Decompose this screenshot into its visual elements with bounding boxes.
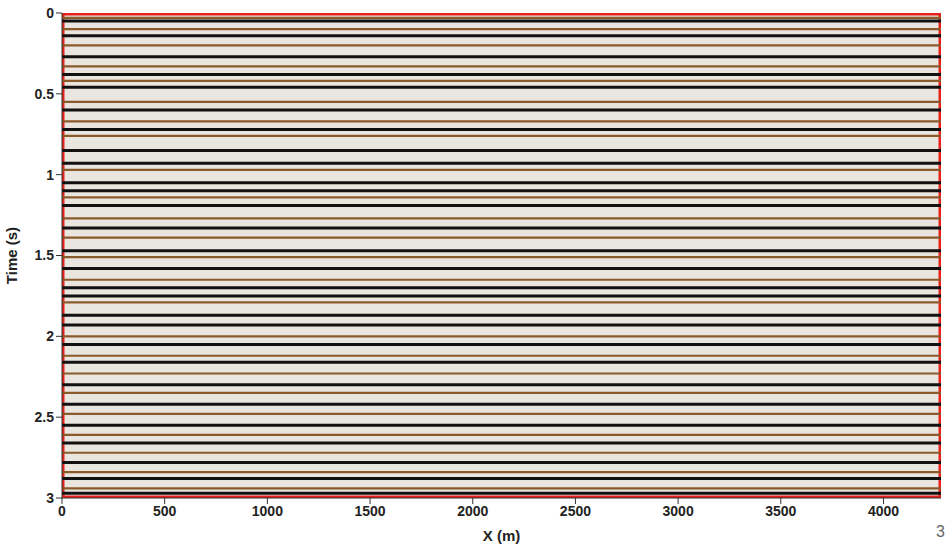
svg-text:0: 0	[46, 5, 54, 21]
svg-text:2.5: 2.5	[35, 409, 55, 425]
svg-text:1000: 1000	[252, 503, 283, 519]
svg-text:1: 1	[46, 167, 54, 183]
svg-text:3500: 3500	[765, 503, 796, 519]
svg-text:2500: 2500	[560, 503, 591, 519]
svg-text:0: 0	[58, 503, 66, 519]
svg-text:1500: 1500	[354, 503, 385, 519]
svg-text:500: 500	[153, 503, 177, 519]
svg-text:3000: 3000	[663, 503, 694, 519]
svg-text:1.5: 1.5	[35, 247, 55, 263]
svg-text:X (m): X (m)	[483, 527, 521, 544]
svg-text:0.5: 0.5	[35, 86, 55, 102]
svg-text:3: 3	[46, 490, 54, 506]
svg-text:4000: 4000	[868, 503, 899, 519]
svg-text:Time (s): Time (s)	[3, 227, 20, 284]
html-text:3: 3	[936, 523, 945, 540]
svg-text:2: 2	[46, 328, 54, 344]
svg-text:2000: 2000	[457, 503, 488, 519]
